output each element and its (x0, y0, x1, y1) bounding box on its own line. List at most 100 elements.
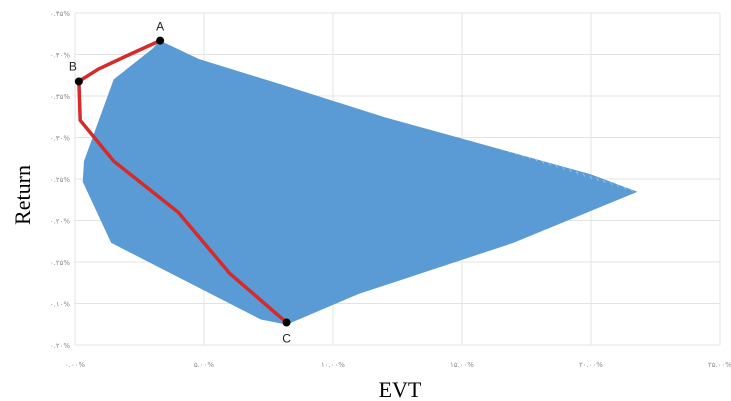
region-edge-tick (466, 136, 470, 140)
region-edge-tick (459, 134, 463, 138)
region-edge-tick (275, 76, 279, 80)
point-c-marker (282, 318, 291, 327)
region-edge-tick (589, 175, 592, 179)
region-edge-tick (391, 112, 395, 117)
region-edge-tick (384, 110, 388, 115)
region-edge-tick (623, 186, 627, 190)
point-a-label: A (156, 20, 164, 34)
y-tick-label: ۰.۱۰% (50, 301, 71, 309)
y-tick-label: ۰.۳۰% (50, 135, 71, 143)
region-edge-tick (507, 149, 511, 153)
region-edge-tick (357, 102, 361, 106)
x-tick-labels: ۰.۰۰% ۵.۰۰% ۱۰.۰۰% ۱۵.۰۰% ۲۰.۰۰% ۲۵.۰۰% (65, 361, 731, 369)
x-tick-label: ۲۰.۰۰% (579, 361, 603, 369)
y-tick-labels: ۰.۲۰% ۰.۱۰% ۰.۲۵% ۰.۲۰% ۰.۲۵% ۰.۳۰% ۰.۳۵% ۰.۴۰%… (50, 10, 71, 350)
point-b-label: B (69, 59, 77, 73)
region-edge-tick (453, 132, 456, 136)
region-edge-tick (603, 179, 606, 184)
x-tick-label: ۱۰.۰۰% (321, 361, 345, 369)
region-edge-tick (303, 84, 306, 89)
region-edge-tick (268, 73, 272, 78)
frontier-line (77, 38, 289, 325)
region-edge-tick (173, 43, 177, 48)
y-tick-label: ۰.۴۵% (50, 10, 71, 18)
region-edge-tick (228, 61, 231, 65)
region-edge-tick (418, 121, 422, 125)
region-edge-tick (180, 45, 183, 50)
region-edge-tick (248, 67, 252, 71)
y-tick-label: ۰.۲۵% (50, 259, 71, 267)
region-edge-tick (596, 177, 599, 181)
x-tick-label: ۵.۰۰% (194, 361, 215, 369)
efficient-frontier (77, 38, 289, 325)
region-edge-tick (514, 151, 517, 156)
region-edge-tick (521, 153, 524, 158)
region-edge-tick (343, 97, 347, 102)
region-edge-tick (296, 82, 299, 86)
x-tick-label: ۰.۰۰% (65, 361, 86, 369)
region-edge-tick (207, 54, 211, 58)
feasible-region-area (82, 40, 638, 325)
x-tick-label: ۱۵.۰۰% (450, 361, 474, 369)
region-edge-tick (473, 138, 477, 143)
region-edge-tick (364, 104, 367, 108)
region-edge-tick (309, 86, 313, 91)
region-edge-tick (446, 130, 449, 134)
region-edge-tick (630, 188, 633, 192)
region-edge-tick (534, 158, 538, 162)
region-edge-tick (187, 48, 190, 52)
feasible-region (82, 39, 638, 325)
region-edge-tick (575, 171, 579, 175)
y-tick-label: ۰.۳۵% (50, 93, 71, 101)
region-edge-tick (234, 63, 238, 67)
region-edge-tick (193, 50, 197, 54)
region-edge-tick (555, 164, 558, 169)
region-edge-tick (480, 140, 483, 145)
region-edge-tick (432, 125, 436, 130)
region-edge-tick (337, 95, 340, 99)
region-edge-tick (616, 184, 620, 188)
region-edge-tick (166, 41, 170, 45)
region-edge-tick (609, 181, 613, 186)
region-edge-tick (371, 106, 374, 110)
x-axis-title: EVT (379, 377, 422, 401)
region-edge-tick (289, 80, 292, 84)
region-edge-tick (569, 169, 572, 173)
region-edge-tick (200, 52, 204, 56)
region-edge-tick (221, 58, 224, 63)
region-edge-tick (330, 93, 333, 97)
y-tick-label: ۰.۴۰% (50, 52, 71, 60)
point-b-marker (74, 77, 83, 86)
region-edge-tick (500, 147, 504, 151)
region-edge-tick (398, 115, 402, 119)
region-edge-tick (582, 173, 586, 177)
y-tick-label: ۰.۲۵% (50, 176, 71, 184)
region-edge-tick (487, 143, 490, 147)
region-edge-tick (541, 160, 545, 164)
region-edge-tick (241, 65, 245, 69)
region-edge-tick (425, 123, 429, 127)
region-edge-tick (562, 166, 565, 171)
region-edge-tick (378, 108, 381, 112)
y-tick-label: ۰.۲۰% (50, 218, 71, 226)
region-edge-tick (350, 99, 354, 104)
region-edge-tick (548, 162, 552, 166)
region-edge-tick (439, 127, 442, 132)
region-edge-tick (494, 145, 497, 149)
corner-points: A B C (69, 20, 291, 346)
x-tick-label: ۲۵.۰۰% (708, 361, 731, 369)
y-axis-title: Return (10, 165, 35, 225)
point-c-label: C (282, 332, 291, 346)
region-edge-tick (214, 56, 217, 61)
region-edge-tick (323, 91, 327, 95)
region-edge-tick (412, 119, 415, 123)
point-a-marker (156, 36, 165, 45)
region-edge-tick (528, 156, 531, 160)
y-tick-label: ۰.۲۰% (50, 342, 71, 350)
region-edge-tick (405, 117, 408, 121)
region-edge-tick (316, 89, 320, 93)
region-edge-tick (255, 69, 258, 73)
region-edge-tick (262, 71, 265, 76)
region-edge-tick (282, 78, 286, 82)
